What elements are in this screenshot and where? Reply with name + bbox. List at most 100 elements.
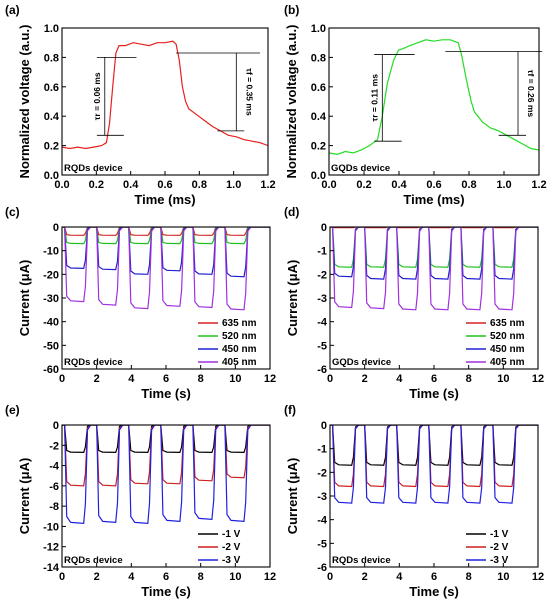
device-label: RQDs device bbox=[64, 163, 123, 174]
panel-c: (c) 0 2 4 6 8 10 12 0 -10 -20 -30 -40 -50 -60 Time (s) C… bbox=[5, 205, 276, 401]
x-tick-label: 12 bbox=[264, 373, 276, 385]
x-tick-label: 0.8 bbox=[461, 179, 476, 191]
device-label: GQDs device bbox=[332, 357, 391, 368]
x-tick-label: 0.0 bbox=[321, 179, 336, 191]
legend-label: 405 nm bbox=[222, 357, 257, 368]
y-tick-label: 0.2 bbox=[44, 141, 59, 153]
y-tick-label: 0.6 bbox=[44, 82, 59, 94]
x-tick-label: 0.6 bbox=[157, 179, 172, 191]
y-axis-title: Current (μA) bbox=[17, 458, 32, 535]
device-label: GQDs device bbox=[331, 163, 390, 174]
x-axis-title: Time (s) bbox=[141, 584, 191, 599]
y-tick-label: 0.0 bbox=[44, 170, 59, 182]
y-tick-label: -4 bbox=[317, 515, 328, 527]
x-tick-label: 12 bbox=[532, 571, 544, 583]
series-line-635nm bbox=[62, 227, 270, 236]
x-tick-label: 1.2 bbox=[531, 179, 546, 191]
series-line-520nm bbox=[330, 227, 538, 268]
y-tick-label: -4 bbox=[317, 317, 328, 329]
y-tick-label: -30 bbox=[43, 293, 59, 305]
y-axis-title: Current (μA) bbox=[285, 458, 300, 535]
x-tick-label: 1.2 bbox=[260, 179, 275, 191]
plot-frame bbox=[328, 27, 540, 176]
panel-e: (e) 0 2 4 6 8 10 12 0 -2 -4 -6 -8 -10 -12 -14 Time (s) Cu… bbox=[5, 403, 276, 599]
panel-letter: (c) bbox=[5, 205, 20, 219]
y-tick-label: -60 bbox=[43, 364, 59, 376]
y-tick-label: 1.0 bbox=[44, 23, 59, 35]
y-tick-label: 0.4 bbox=[311, 111, 327, 123]
rise-time-label: τr = 0.06 ms bbox=[92, 72, 102, 120]
x-tick-label: 0.2 bbox=[356, 179, 371, 191]
legend-label: 450 nm bbox=[490, 344, 525, 355]
y-tick-label: -14 bbox=[43, 562, 60, 574]
series-line-450nm bbox=[62, 227, 270, 278]
rise-time-label: τr = 0.11 ms bbox=[369, 74, 379, 122]
legend-label: 405 nm bbox=[490, 357, 525, 368]
legend-label: 635 nm bbox=[222, 318, 257, 329]
y-tick-label: -1 bbox=[317, 444, 327, 456]
y-tick-label: -2 bbox=[317, 467, 327, 479]
y-axis-title: Current (μA) bbox=[17, 260, 32, 337]
x-tick-label: 0.2 bbox=[89, 179, 104, 191]
x-tick-label: 2 bbox=[362, 571, 368, 583]
y-tick-label: -5 bbox=[317, 340, 327, 352]
x-tick-label: 4 bbox=[128, 571, 135, 583]
y-tick-label: 0.2 bbox=[311, 141, 326, 153]
x-tick-label: 0.4 bbox=[391, 179, 407, 191]
fall-time-label: τf = 0.35 ms bbox=[244, 68, 254, 116]
x-tick-label: 4 bbox=[396, 571, 403, 583]
series-line bbox=[329, 39, 539, 156]
x-tick-label: 0.8 bbox=[192, 179, 207, 191]
series-line--2V bbox=[62, 425, 270, 487]
device-label: RQDs device bbox=[64, 555, 123, 566]
legend-label: -1 V bbox=[490, 529, 509, 540]
series-line bbox=[62, 40, 268, 150]
x-tick-label: 8 bbox=[198, 373, 204, 385]
y-tick-label: -10 bbox=[43, 521, 59, 533]
x-axis-title: Time (s) bbox=[141, 386, 191, 401]
x-tick-label: 6 bbox=[431, 373, 437, 385]
y-tick-label: -3 bbox=[317, 293, 327, 305]
y-tick-label: 0.8 bbox=[44, 52, 59, 64]
x-tick-label: 8 bbox=[466, 571, 472, 583]
panel-b: (b) 0.0 0.2 0.4 0.6 0.8 1.0 1.2 0.0 0.2 0.4 0.6 0.8 1… bbox=[284, 3, 547, 207]
y-tick-label: -10 bbox=[43, 246, 59, 258]
x-tick-label: 10 bbox=[497, 571, 509, 583]
x-tick-label: 12 bbox=[264, 571, 276, 583]
y-tick-label: 0 bbox=[321, 420, 327, 432]
y-tick-label: -6 bbox=[49, 481, 59, 493]
series-line-450nm bbox=[330, 227, 538, 280]
y-tick-label: -12 bbox=[43, 542, 59, 554]
x-tick-label: 0.4 bbox=[123, 179, 139, 191]
y-axis-title: Current (μA) bbox=[285, 260, 300, 337]
fall-time-label: τf = 0.26 ms bbox=[526, 70, 536, 118]
y-tick-label: 0.6 bbox=[311, 82, 326, 94]
x-axis-title: Time (s) bbox=[409, 386, 459, 401]
x-tick-label: 1.0 bbox=[496, 179, 511, 191]
y-tick-label: -1 bbox=[317, 246, 327, 258]
y-tick-label: -20 bbox=[43, 269, 59, 281]
x-tick-label: 1.0 bbox=[226, 179, 241, 191]
y-tick-label: 0 bbox=[53, 420, 59, 432]
x-tick-label: 10 bbox=[229, 571, 241, 583]
panel-letter: (d) bbox=[284, 205, 299, 219]
y-tick-label: 0.4 bbox=[44, 111, 60, 123]
y-tick-label: 0 bbox=[53, 222, 59, 234]
y-tick-label: 1.0 bbox=[311, 23, 326, 35]
x-axis-title: Time (s) bbox=[409, 584, 459, 599]
x-tick-label: 2 bbox=[94, 373, 100, 385]
panel-letter: (f) bbox=[284, 403, 296, 417]
x-tick-label: 10 bbox=[497, 373, 509, 385]
y-tick-label: -2 bbox=[317, 269, 327, 281]
legend-label: -2 V bbox=[490, 542, 509, 553]
panel-a: (a) 0.0 0.2 0.4 0.6 0.8 1.0 1.2 0.0 0.2 0.4 0.6 0.8 1… bbox=[5, 3, 276, 207]
x-tick-label: 6 bbox=[431, 571, 437, 583]
x-tick-label: 4 bbox=[128, 373, 135, 385]
y-tick-label: -6 bbox=[317, 364, 327, 376]
y-axis-title: Normalized voltage (a.u.) bbox=[284, 25, 299, 179]
x-tick-label: 2 bbox=[362, 373, 368, 385]
y-tick-label: -4 bbox=[49, 461, 60, 473]
panel-letter: (a) bbox=[5, 3, 20, 17]
x-tick-label: 0 bbox=[327, 373, 333, 385]
